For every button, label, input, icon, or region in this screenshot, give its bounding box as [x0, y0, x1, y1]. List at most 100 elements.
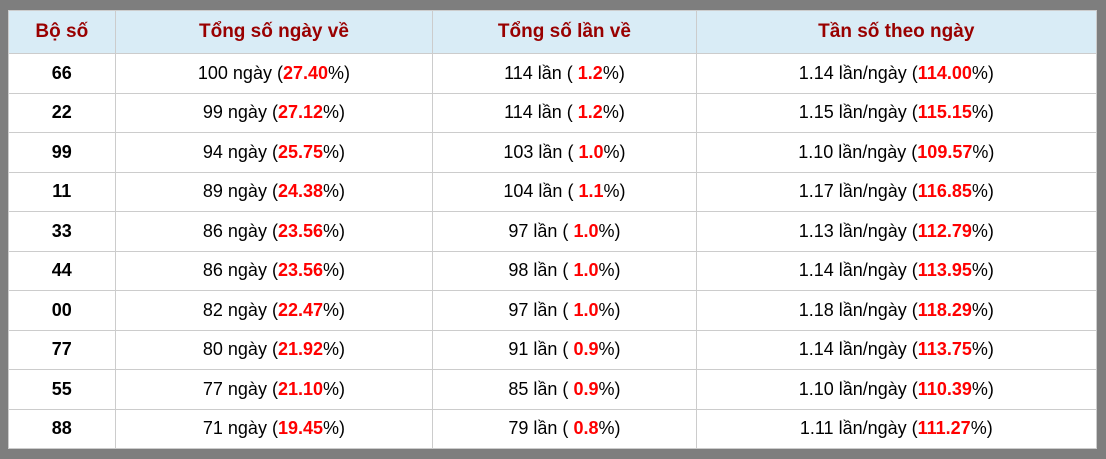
cell-tong-so-lan-ve: 91 lần ( 0.9%): [432, 329, 697, 370]
ngay-suffix: %): [323, 339, 345, 360]
tan-so-percent: 112.79: [917, 220, 972, 241]
lan-text: 104 lần (: [503, 181, 579, 202]
lan-percent: 1.2: [577, 62, 603, 83]
cell-tong-so-lan-ve: 98 lần ( 1.0%): [432, 250, 697, 291]
lan-text: 114 lần (: [504, 102, 578, 123]
table-header: Bộ số Tổng số ngày về Tổng số lần về Tần…: [8, 10, 1098, 54]
ngay-suffix: %): [323, 141, 345, 162]
lan-percent: 1.1: [578, 181, 604, 202]
tan-so-percent: 113.95: [917, 260, 972, 281]
lan-suffix: %): [598, 220, 621, 241]
table-row: 55 77 ngày (21.10%) 85 lần ( 0.9%) 1.10 lần…: [8, 369, 1098, 410]
cell-bo-so: 55: [8, 369, 116, 410]
ngay-suffix: %): [323, 260, 345, 281]
lan-text: 103 lần (: [503, 141, 579, 162]
tan-so-percent: 116.85: [917, 181, 972, 202]
cell-tong-so-ngay-ve: 71 ngày (19.45%): [114, 408, 434, 449]
table-body: 66 100 ngày (27.40%) 114 lần ( 1.2%) 1.14 l…: [8, 53, 1098, 449]
ngay-percent: 22.47: [277, 299, 323, 320]
cell-tong-so-ngay-ve: 86 ngày (23.56%): [114, 250, 434, 291]
ngay-text: 80 ngày (: [202, 339, 278, 360]
ngay-text: 94 ngày (: [202, 141, 278, 162]
lan-percent: 1.0: [578, 141, 604, 162]
tan-so-suffix: %): [971, 62, 994, 83]
tan-so-percent: 111.27: [917, 418, 971, 439]
ngay-percent: 21.92: [277, 339, 323, 360]
tan-so-text: 1.13 lần/ngày (: [798, 220, 918, 241]
table-row: 77 80 ngày (21.92%) 91 lần ( 0.9%) 1.14 lần…: [8, 329, 1098, 370]
lan-text: 91 lần (: [508, 339, 574, 360]
lan-suffix: %): [602, 62, 625, 83]
ngay-text: 100 ngày (: [197, 62, 283, 83]
cell-bo-so: 44: [8, 250, 116, 291]
cell-tong-so-ngay-ve: 100 ngày (27.40%): [114, 53, 434, 94]
tan-so-text: 1.17 lần/ngày (: [798, 181, 918, 202]
cell-tong-so-lan-ve: 85 lần ( 0.9%): [432, 369, 697, 410]
header-bo-so: Bộ số: [8, 10, 116, 54]
lan-suffix: %): [598, 418, 621, 439]
tan-so-percent: 114.00: [917, 62, 972, 83]
lan-text: 97 lần (: [508, 299, 574, 320]
cell-bo-so: 00: [8, 290, 116, 331]
ngay-suffix: %): [323, 102, 345, 123]
ngay-suffix: %): [323, 181, 345, 202]
cell-tan-so-theo-ngay: 1.15 lần/ngày (115.15%): [695, 92, 1098, 133]
ngay-text: 99 ngày (: [202, 102, 278, 123]
cell-tan-so-theo-ngay: 1.17 lần/ngày (116.85%): [695, 171, 1098, 212]
ngay-suffix: %): [328, 62, 350, 83]
header-tong-so-ngay-ve: Tổng số ngày về: [114, 10, 434, 54]
cell-tong-so-ngay-ve: 86 ngày (23.56%): [114, 211, 434, 252]
lan-percent: 0.9: [573, 339, 599, 360]
tan-so-text: 1.10 lần/ngày (: [798, 378, 918, 399]
cell-bo-so: 22: [8, 92, 116, 133]
ngay-suffix: %): [323, 220, 345, 241]
cell-tan-so-theo-ngay: 1.13 lần/ngày (112.79%): [695, 211, 1098, 252]
table-row: 66 100 ngày (27.40%) 114 lần ( 1.2%) 1.14 l…: [8, 53, 1098, 94]
table-row: 88 71 ngày (19.45%) 79 lần ( 0.8%) 1.11 lần…: [8, 408, 1098, 449]
tan-so-percent: 109.57: [917, 141, 973, 162]
ngay-percent: 25.75: [277, 141, 323, 162]
table-row: 99 94 ngày (25.75%) 103 lần ( 1.0%) 1.10 lầ…: [8, 132, 1098, 173]
ngay-text: 77 ngày (: [202, 378, 278, 399]
table-row: 44 86 ngày (23.56%) 98 lần ( 1.0%) 1.14 lần…: [8, 250, 1098, 291]
ngay-text: 71 ngày (: [202, 418, 278, 439]
tan-so-suffix: %): [971, 260, 994, 281]
ngay-text: 82 ngày (: [202, 299, 278, 320]
cell-tan-so-theo-ngay: 1.14 lần/ngày (113.75%): [695, 329, 1098, 370]
ngay-percent: 23.56: [277, 260, 323, 281]
table-row: 22 99 ngày (27.12%) 114 lần ( 1.2%) 1.15 lầ…: [8, 92, 1098, 133]
ngay-percent: 27.12: [277, 102, 323, 123]
lan-text: 114 lần (: [504, 62, 578, 83]
tan-so-suffix: %): [971, 299, 994, 320]
header-row: Bộ số Tổng số ngày về Tổng số lần về Tần…: [8, 10, 1098, 54]
lan-suffix: %): [602, 102, 625, 123]
cell-tong-so-lan-ve: 97 lần ( 1.0%): [432, 290, 697, 331]
ngay-percent: 27.40: [282, 62, 328, 83]
lan-suffix: %): [598, 299, 621, 320]
header-tan-so-theo-ngay: Tần số theo ngày: [695, 10, 1098, 54]
lan-suffix: %): [598, 260, 621, 281]
table-row: 11 89 ngày (24.38%) 104 lần ( 1.1%) 1.17 lầ…: [8, 171, 1098, 212]
cell-tan-so-theo-ngay: 1.10 lần/ngày (110.39%): [695, 369, 1098, 410]
lan-suffix: %): [603, 141, 626, 162]
ngay-suffix: %): [323, 418, 345, 439]
cell-tong-so-ngay-ve: 94 ngày (25.75%): [114, 132, 434, 173]
cell-bo-so: 99: [8, 132, 116, 173]
cell-tan-so-theo-ngay: 1.11 lần/ngày (111.27%): [695, 408, 1098, 449]
cell-tan-so-theo-ngay: 1.14 lần/ngày (114.00%): [695, 53, 1098, 94]
tan-so-suffix: %): [972, 141, 995, 162]
cell-tong-so-ngay-ve: 80 ngày (21.92%): [114, 329, 434, 370]
tan-so-suffix: %): [971, 102, 994, 123]
lan-text: 97 lần (: [508, 220, 574, 241]
cell-tong-so-lan-ve: 79 lần ( 0.8%): [432, 408, 697, 449]
cell-bo-so: 11: [8, 171, 116, 212]
cell-tan-so-theo-ngay: 1.14 lần/ngày (113.95%): [695, 250, 1098, 291]
ngay-suffix: %): [323, 378, 345, 399]
cell-tong-so-ngay-ve: 77 ngày (21.10%): [114, 369, 434, 410]
lan-text: 79 lần (: [508, 418, 574, 439]
ngay-percent: 24.38: [277, 181, 323, 202]
header-tong-so-lan-ve: Tổng số lần về: [432, 10, 697, 54]
tan-so-text: 1.14 lần/ngày (: [798, 62, 918, 83]
ngay-percent: 19.45: [277, 418, 323, 439]
